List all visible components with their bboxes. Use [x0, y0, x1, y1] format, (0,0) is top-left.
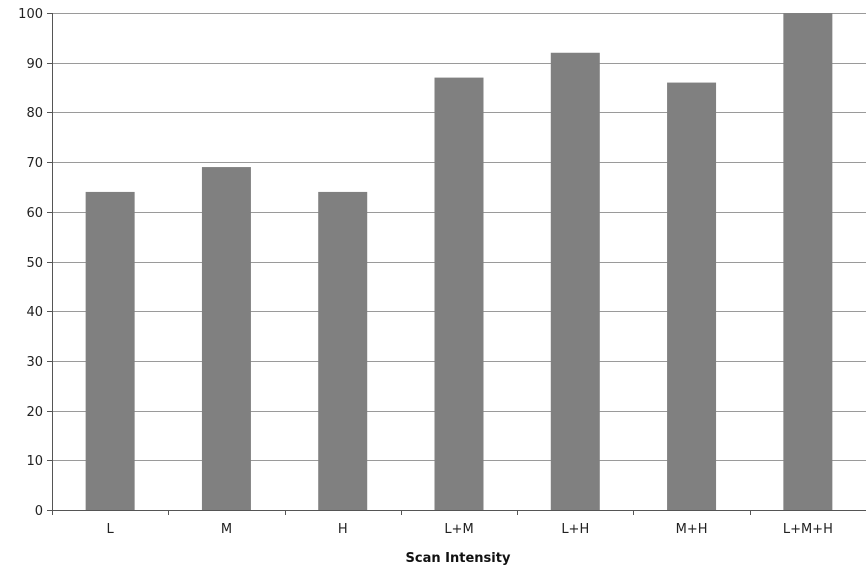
y-tick-label: 10: [26, 454, 43, 469]
y-tick-label: 100: [18, 7, 43, 22]
y-tick-label: 80: [26, 106, 43, 121]
y-tick-labels: 0 10 20 30 40 50 60 70 80 90 100: [18, 7, 43, 519]
y-tick-label: 70: [26, 156, 43, 171]
bar: [318, 191, 368, 511]
x-tick-label: L+M: [444, 522, 473, 537]
x-tick-label: L+H: [561, 522, 589, 537]
y-tick-label: 30: [26, 355, 43, 370]
y-tick-label: 20: [26, 405, 43, 420]
x-tick-labels: L M H L+M L+H M+H L+M+H: [107, 522, 833, 537]
x-tick-label: M: [221, 522, 232, 537]
bar: [434, 77, 484, 511]
bar: [85, 191, 135, 511]
y-tick-label: 60: [26, 206, 43, 221]
bars: [85, 13, 833, 511]
y-tick-label: 90: [26, 57, 43, 72]
x-axis-title: Scan Intensity: [406, 551, 511, 566]
x-tick-label: L: [107, 522, 115, 537]
axes: [47, 13, 866, 515]
bar: [783, 13, 833, 510]
y-tick-label: 50: [26, 256, 43, 271]
bar: [667, 82, 717, 510]
x-tick-label: L+M+H: [783, 522, 833, 537]
x-tick-label: M+H: [676, 522, 708, 537]
bar: [201, 167, 251, 510]
y-tick-label: 40: [26, 305, 43, 320]
bar: [550, 52, 600, 510]
x-tick-label: H: [338, 522, 348, 537]
y-tick-label: 0: [35, 504, 43, 519]
